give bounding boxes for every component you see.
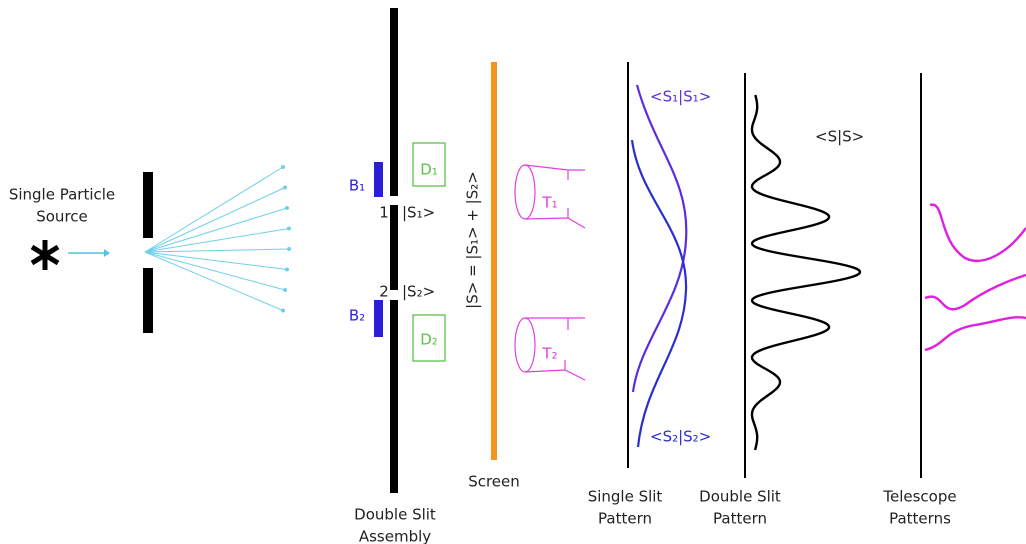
double-slit-curve — [750, 94, 862, 451]
slit-wall — [390, 8, 398, 196]
b1-label: B₁ — [349, 177, 365, 195]
ray — [144, 251, 286, 291]
ray-dot — [285, 267, 289, 272]
screen — [491, 62, 497, 460]
caption: Telescope — [882, 488, 956, 506]
b2-label: B₂ — [349, 307, 365, 325]
caption: Patterns — [889, 510, 951, 528]
source-label: Source — [36, 208, 88, 226]
telescope-t2 — [514, 317, 586, 381]
pattern-label: <S₂|S₂> — [650, 428, 711, 446]
slit-number: 1 — [379, 204, 389, 222]
ray — [144, 207, 288, 253]
slit-wall — [390, 300, 398, 493]
ray — [144, 248, 290, 253]
caption: Assembly — [359, 528, 431, 544]
d1-label: D₁ — [420, 161, 438, 179]
caption: Single Slit — [588, 488, 663, 506]
caption: Double Slit — [354, 506, 436, 524]
ray — [144, 187, 286, 253]
detector-d1 — [412, 142, 446, 187]
ray-dot — [281, 165, 285, 169]
ray — [144, 166, 284, 253]
telescope-curve-3 — [924, 316, 1026, 352]
caption: Pattern — [713, 510, 767, 528]
detector-b2 — [374, 300, 383, 337]
single-slit-curve-1 — [631, 84, 688, 393]
slit-number: 2 — [379, 283, 389, 301]
arrow-head — [104, 249, 110, 257]
caption: Double Slit — [699, 488, 781, 506]
superposition: |S> = |S₁> + |S₂> — [464, 171, 482, 309]
ray-dot — [285, 206, 289, 210]
pattern-label: <S₁|S₁> — [650, 88, 711, 106]
screen-label: Screen — [468, 473, 520, 491]
ray-dot — [281, 308, 285, 313]
caption: Pattern — [598, 510, 652, 528]
telescope-curve-1 — [929, 203, 1026, 262]
detector-b1 — [374, 162, 383, 197]
single-slit-curve-2 — [630, 139, 688, 448]
pattern-label: <S|S> — [815, 128, 864, 146]
d2-label: D₂ — [420, 331, 438, 349]
t1-label: T₁ — [541, 194, 557, 212]
ray-dot — [287, 247, 291, 251]
slit-state: |S₁> — [402, 204, 435, 222]
ray-dot — [283, 288, 287, 292]
source-label: Single Particle — [9, 186, 115, 204]
slit-state: |S₂> — [402, 283, 435, 301]
ray-dot — [287, 226, 291, 231]
ray — [144, 251, 288, 270]
t2-label: T₂ — [541, 345, 557, 363]
ray — [144, 228, 290, 253]
telescope-t1 — [514, 164, 586, 229]
detector-d2 — [412, 314, 446, 362]
rays — [144, 165, 291, 313]
telescope-curve-2 — [924, 273, 1026, 311]
barrier — [143, 172, 153, 238]
slit-wall — [390, 205, 398, 290]
barrier — [143, 268, 153, 333]
source-star — [30, 240, 60, 270]
ray — [144, 251, 284, 311]
ray-dot — [283, 185, 287, 190]
